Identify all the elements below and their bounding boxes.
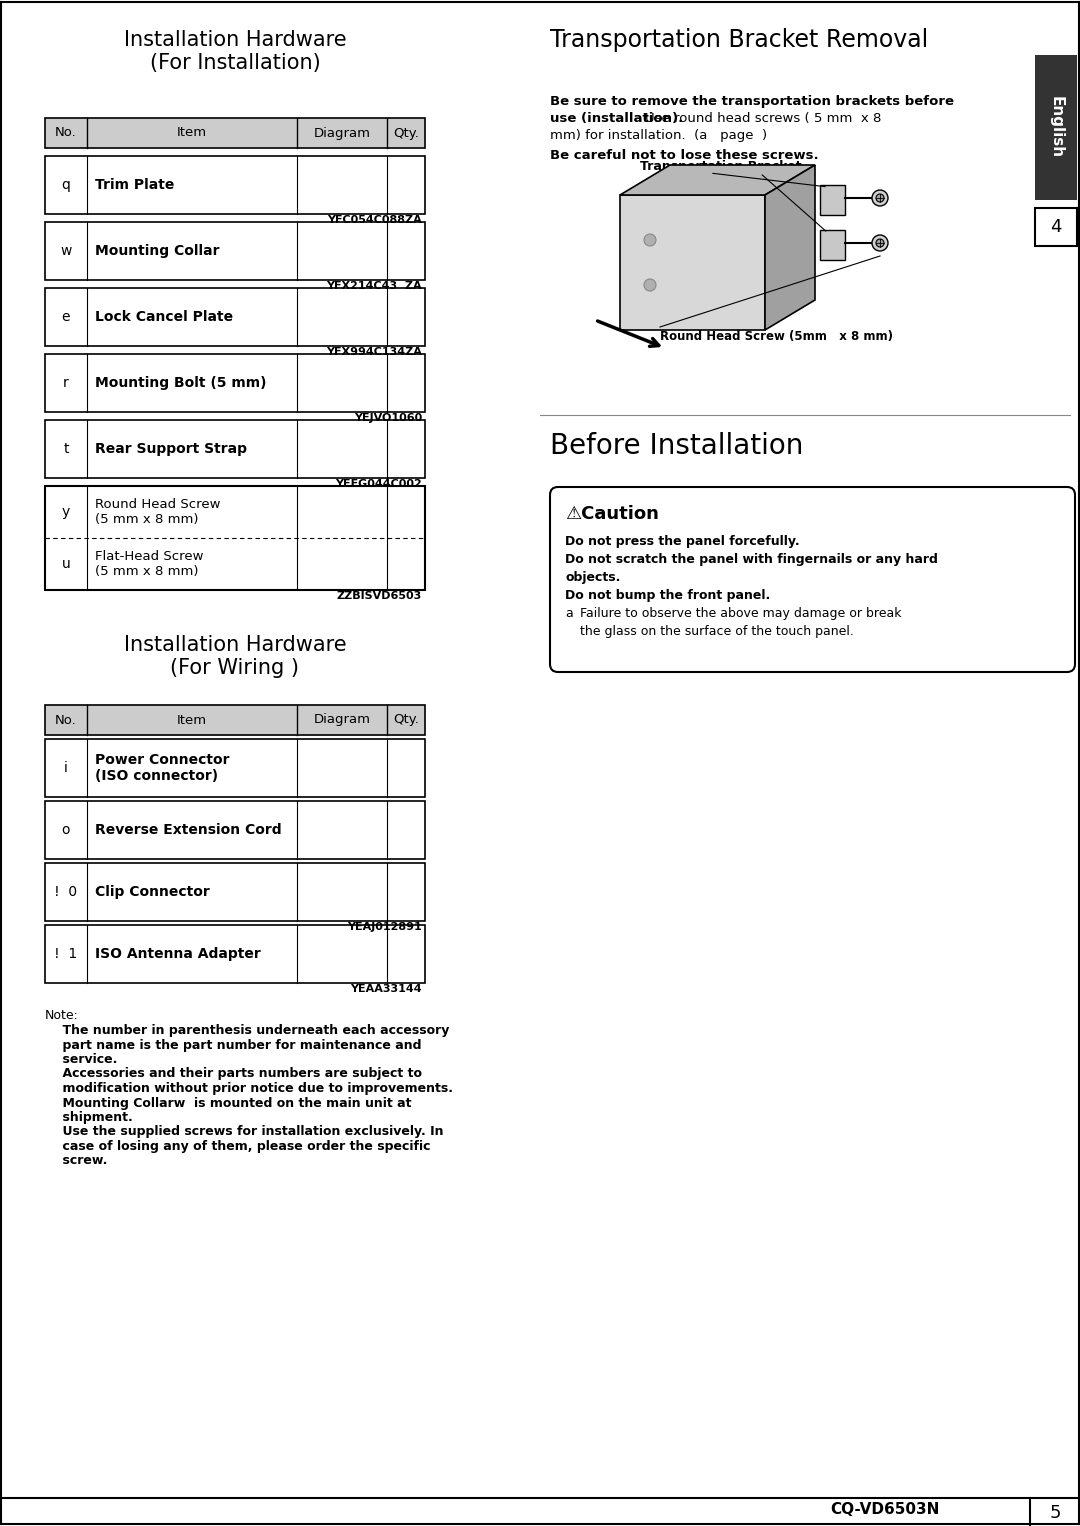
Bar [45, 221, 426, 279]
Bar [45, 288, 426, 346]
Bar [45, 354, 426, 412]
Text: Be sure to remove the transportation brackets before: Be sure to remove the transportation bra… [550, 95, 954, 108]
Bar [45, 925, 426, 983]
FancyBboxPatch shape [550, 487, 1075, 671]
Polygon shape [620, 165, 815, 195]
Text: Do not scratch the panel with fingernails or any hard: Do not scratch the panel with fingernail… [565, 552, 937, 566]
Bar [1035, 208, 1077, 246]
Text: t: t [64, 443, 69, 456]
Text: shipment.: shipment. [45, 1111, 133, 1125]
Text: No.: No. [55, 127, 77, 139]
Circle shape [872, 191, 888, 206]
Text: Be careful not to lose these screws.: Be careful not to lose these screws. [550, 150, 819, 162]
Text: i: i [64, 761, 68, 775]
Text: objects.: objects. [565, 571, 620, 584]
Text: Use round head screws ( 5 mm  x 8: Use round head screws ( 5 mm x 8 [645, 111, 881, 125]
Text: part name is the part number for maintenance and: part name is the part number for mainten… [45, 1039, 421, 1051]
Text: screw.: screw. [45, 1155, 107, 1167]
Bar [45, 864, 426, 922]
Circle shape [876, 240, 885, 247]
Polygon shape [820, 230, 845, 259]
Text: YEJVO1060: YEJVO1060 [354, 414, 422, 423]
Text: ZZBISVD6503: ZZBISVD6503 [337, 591, 422, 601]
Text: a: a [565, 607, 572, 620]
Text: y: y [62, 505, 70, 519]
Text: Clip Connector: Clip Connector [95, 885, 210, 899]
Text: Installation Hardware
(For Installation): Installation Hardware (For Installation) [124, 31, 347, 73]
Text: mm) for installation.  (a   page  ): mm) for installation. (a page ) [550, 130, 767, 142]
Text: Failure to observe the above may damage or break: Failure to observe the above may damage … [580, 607, 902, 620]
Circle shape [644, 233, 656, 246]
Text: use (installation).: use (installation). [550, 111, 684, 125]
Text: Before Installation: Before Installation [550, 432, 804, 459]
Text: Diagram: Diagram [313, 127, 370, 139]
Text: Item: Item [177, 127, 207, 139]
Text: Transportation Bracket Removal: Transportation Bracket Removal [550, 27, 928, 52]
Text: Do not press the panel forcefully.: Do not press the panel forcefully. [565, 536, 799, 548]
Bar [45, 705, 426, 736]
Text: u: u [62, 557, 70, 571]
Text: modification without prior notice due to improvements.: modification without prior notice due to… [45, 1082, 453, 1096]
Text: case of losing any of them, please order the specific: case of losing any of them, please order… [45, 1140, 431, 1154]
Bar [45, 156, 426, 214]
Text: e: e [62, 310, 70, 324]
Text: r: r [63, 375, 69, 391]
Text: Installation Hardware
(For Wiring ): Installation Hardware (For Wiring ) [124, 635, 347, 678]
Text: YFC054C088ZA: YFC054C088ZA [327, 215, 422, 224]
Text: Item: Item [177, 714, 207, 726]
Text: Flat-Head Screw
(5 mm x 8 mm): Flat-Head Screw (5 mm x 8 mm) [95, 549, 203, 578]
Polygon shape [820, 185, 845, 215]
Text: Qty.: Qty. [393, 714, 419, 726]
Text: Qty.: Qty. [393, 127, 419, 139]
Text: ⚠Caution: ⚠Caution [565, 505, 659, 523]
Text: !  1: ! 1 [54, 948, 78, 961]
Text: YEAJ012891: YEAJ012891 [348, 922, 422, 932]
Circle shape [644, 279, 656, 291]
Text: Do not bump the front panel.: Do not bump the front panel. [565, 589, 770, 601]
Text: YFX994C134ZA: YFX994C134ZA [326, 346, 422, 357]
Text: Accessories and their parts numbers are subject to: Accessories and their parts numbers are … [45, 1068, 422, 1080]
Bar [45, 118, 426, 148]
Text: Lock Cancel Plate: Lock Cancel Plate [95, 310, 233, 324]
Text: w: w [60, 244, 71, 258]
Bar [45, 801, 426, 859]
Text: Round Head Screw (5mm   x 8 mm): Round Head Screw (5mm x 8 mm) [660, 330, 893, 343]
Text: Trim Plate: Trim Plate [95, 179, 174, 192]
Text: ISO Antenna Adapter: ISO Antenna Adapter [95, 948, 260, 961]
Bar [1035, 55, 1077, 200]
Text: !  0: ! 0 [54, 885, 78, 899]
Text: Use the supplied screws for installation exclusively. In: Use the supplied screws for installation… [45, 1126, 444, 1138]
Text: 4: 4 [1050, 218, 1062, 237]
Text: No.: No. [55, 714, 77, 726]
Polygon shape [765, 165, 815, 330]
Text: YFX214C43  ZA: YFX214C43 ZA [326, 281, 422, 291]
Text: Transportation Bracket: Transportation Bracket [640, 160, 801, 172]
Polygon shape [620, 195, 765, 330]
Text: YEFG044C002: YEFG044C002 [335, 479, 422, 488]
Text: Round Head Screw
(5 mm x 8 mm): Round Head Screw (5 mm x 8 mm) [95, 497, 220, 526]
Text: The number in parenthesis underneath each accessory: The number in parenthesis underneath eac… [45, 1024, 449, 1038]
Text: YEAA33144: YEAA33144 [350, 984, 422, 993]
Text: Mounting Bolt (5 mm): Mounting Bolt (5 mm) [95, 375, 267, 391]
Bar [45, 739, 426, 797]
Text: Rear Support Strap: Rear Support Strap [95, 443, 247, 456]
Text: 5: 5 [1050, 1505, 1061, 1521]
Text: Power Connector
(ISO connector): Power Connector (ISO connector) [95, 752, 229, 783]
Circle shape [872, 235, 888, 250]
Bar [45, 420, 426, 478]
Text: q: q [62, 179, 70, 192]
Text: o: o [62, 823, 70, 836]
Text: service.: service. [45, 1053, 118, 1067]
Text: Mounting Collarw  is mounted on the main unit at: Mounting Collarw is mounted on the main … [45, 1097, 411, 1109]
Text: Mounting Collar: Mounting Collar [95, 244, 219, 258]
Text: CQ-VD6503N: CQ-VD6503N [831, 1503, 940, 1517]
Text: Reverse Extension Cord: Reverse Extension Cord [95, 823, 282, 836]
Text: English: English [1049, 96, 1064, 159]
Circle shape [876, 194, 885, 201]
Text: Note:: Note: [45, 1009, 79, 1022]
Bar [45, 485, 426, 591]
Text: the glass on the surface of the touch panel.: the glass on the surface of the touch pa… [580, 626, 854, 638]
Text: Diagram: Diagram [313, 714, 370, 726]
